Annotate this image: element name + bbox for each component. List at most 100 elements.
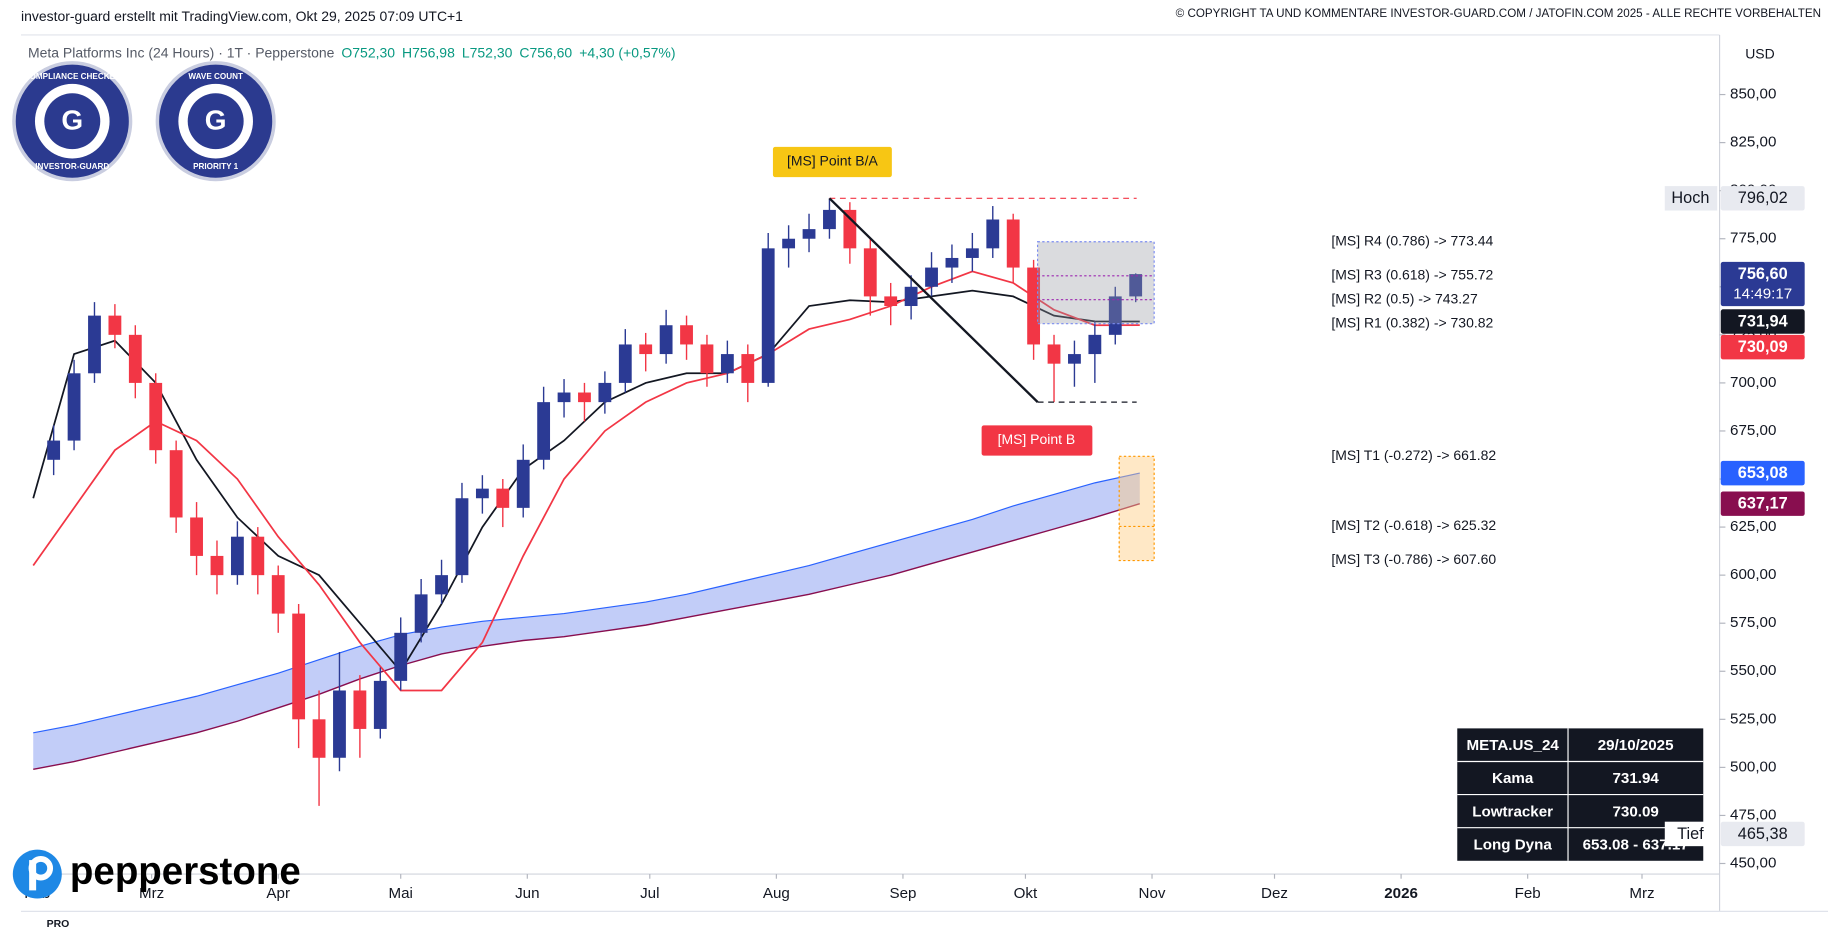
candle-body [863,248,877,297]
annotation-box [981,425,1093,456]
price-label-box [1720,491,1805,516]
level-label: [MS] R3 (0.618) -> 755.72 [1331,266,1493,282]
candle-body [1047,344,1061,364]
target-box [1118,455,1155,562]
retracement-box [1036,241,1155,325]
table-cell: META.US_24 [1466,737,1559,754]
candle-body [1129,274,1143,297]
y-tick-label: 850,00 [1730,86,1776,103]
candle-body [659,325,673,355]
candle-body [516,459,530,508]
x-tick-label: Feb [1515,885,1541,902]
x-tick-label: Mai [389,885,413,902]
y-tick-label: 475,00 [1730,806,1776,823]
y-tick-label: 675,00 [1730,422,1776,439]
y-tick-label: 600,00 [1730,566,1776,583]
y-tick-label: 700,00 [1730,374,1776,391]
logo-bowl [28,856,54,881]
candle-body [618,344,632,383]
ohlc-value: L752,30 [462,44,513,60]
band-area [33,473,1140,770]
x-tick-label: Mrz [1629,885,1654,902]
candle-body [414,594,428,633]
price-tag: Hoch [1671,189,1709,207]
y-tick-label: 525,00 [1730,710,1776,727]
legend-title: Meta Platforms Inc (24 Hours) · 1T · Pep… [28,44,335,60]
y-tick-label: 575,00 [1730,614,1776,631]
level-label: [MS] R4 (0.786) -> 773.44 [1331,232,1493,248]
table-cell: Long Dyna [1474,836,1553,853]
candle-body [720,354,734,374]
x-tick-label: Sep [889,885,916,902]
candle-body [557,392,571,403]
price-label-box [1720,821,1805,847]
x-tick-label: Jun [515,885,539,902]
badge-bottom: PRIORITY 1 [193,162,239,171]
badge: COMPLIANCE CHECKED G INVESTOR-GUARD [12,61,133,182]
overlay: [MS] R4 (0.786) -> 773.44 [MS] R3 (0.618)… [24,86,1805,902]
y-tick-label: 625,00 [1730,518,1776,535]
ohlc-value: +4,30 (+0,57%) [579,44,675,60]
candle-body [394,632,408,681]
candle-body [67,373,81,441]
level-label: [MS] T3 (-0.786) -> 607.60 [1331,551,1496,567]
candle-body [761,248,775,383]
table-cell: Kama [1492,770,1534,787]
x-tick-label: Dez [1261,885,1288,902]
header-title: investor-guard erstellt mit TradingView.… [21,8,463,24]
badge-letter: G [61,105,83,136]
price-tag-box [1664,821,1718,847]
price-label: 796,02 [1738,189,1788,207]
x-tick-label: Aug [763,885,790,902]
ohlc-value: O752,30 [341,44,395,60]
candle-body [945,257,959,268]
candle-body [149,382,163,451]
candle-body [435,575,448,595]
swing-line [828,197,1039,403]
band-lower [33,503,1140,770]
y-tick-label: 825,00 [1730,134,1776,151]
currency: USD [1745,45,1775,61]
candle-body [455,498,469,576]
band-upper [33,472,1140,734]
candle-body [190,517,203,556]
price-label-box [1720,309,1805,334]
x-tick-label: Okt [1014,885,1038,902]
y-tick-label: 500,00 [1730,758,1776,775]
price-countdown: 14:49:17 [1733,285,1792,302]
y-tick-label: 550,00 [1730,662,1776,679]
candle-body [639,344,653,355]
price-label: 637,17 [1738,495,1788,513]
y-tick-label: 775,00 [1730,230,1776,247]
price-label: 730,09 [1738,338,1788,356]
table-cell: 730.09 [1612,803,1658,820]
price-label-box [1720,334,1805,360]
candle-body [537,402,551,460]
candle-body [700,344,714,374]
ohlc-value: C756,60 [519,44,572,60]
price-label: 653,08 [1738,464,1788,482]
x-tick-label: Mrz [139,885,164,902]
candle-body [1068,354,1081,364]
level-label: [MS] R2 (0.5) -> 743.27 [1331,290,1478,306]
candle-body [1006,219,1020,268]
annotation: [MS] Point B [998,431,1076,447]
candle-body [88,315,101,374]
x-tick-label: Jul [640,885,659,902]
x-tick-label: Apr [266,885,290,902]
candle-body [108,315,122,335]
price-label-box [1720,261,1805,307]
candle-body [1027,267,1041,345]
candle-body [47,440,61,460]
candle-body [230,536,244,576]
candle-body [312,719,326,758]
candle-body [782,238,796,249]
indicator-line [32,289,1140,673]
platform-logo: PRO [47,919,70,930]
candle-body [884,296,898,307]
badge-shield [44,93,101,150]
candle-body [843,209,857,249]
candle-body [292,613,306,720]
